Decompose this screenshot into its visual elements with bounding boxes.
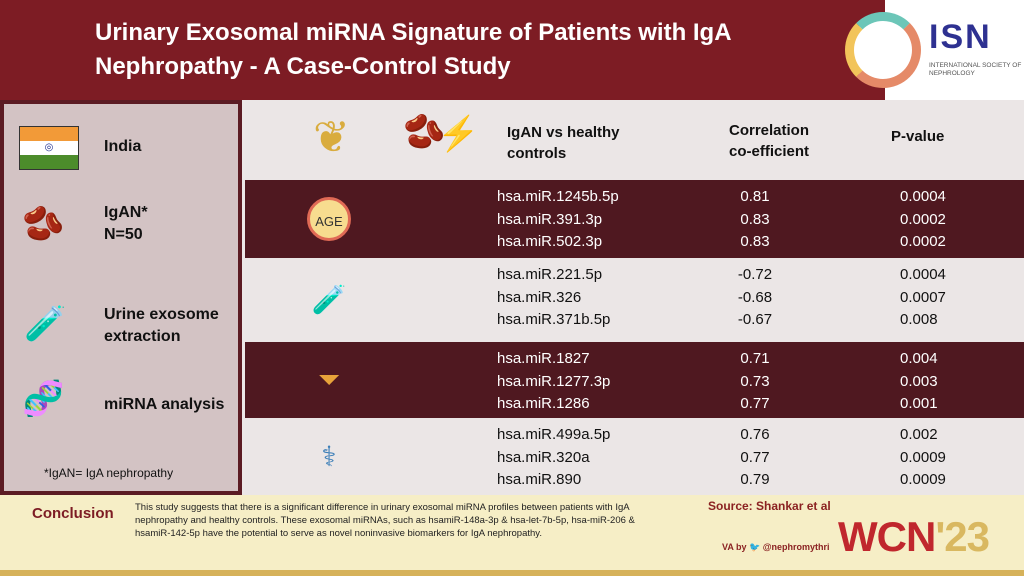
dialysis-icon: ⚕ [321, 440, 337, 472]
correlation-value: 0.73 [740, 372, 770, 390]
p-value: 0.004 [900, 350, 938, 367]
header-line: Correlation [729, 122, 810, 139]
correlation-value: 0.83 [740, 233, 770, 250]
p-value: 0.008 [900, 311, 938, 328]
correlation-value: 0.77 [740, 448, 770, 466]
study-summary-panel: ◎ India 🫘 IgAN* N=50 🧪 Urine exosome extra… [0, 100, 242, 495]
va-by-label: VA by [722, 542, 747, 552]
header-banner: Urinary Exosomal miRNA Signature of Pati… [0, 0, 1024, 100]
cohort-size: N=50 [104, 226, 143, 243]
mirna-name: hsa.miR.221.5p [497, 266, 603, 283]
correlation-value: 0.71 [740, 350, 770, 367]
footer: Conclusion This study suggests that ther… [0, 495, 1024, 576]
dna-icon: 🧬 [22, 380, 65, 418]
mirna-name: hsa.miR.1245b.5p [497, 188, 619, 205]
p-value: 0.0002 [900, 233, 946, 250]
header-line: IgAN vs healthy [507, 124, 620, 141]
isn-logo-text: ISN [929, 18, 992, 56]
mirna-name: hsa.miR.499a.5p [497, 426, 611, 443]
mirna-table: ❦ 🫘 ⚡ IgAN vs healthy controls Correlatio… [245, 100, 1024, 495]
urine-cup-icon: 🧪 [24, 305, 67, 343]
cohort-type: IgAN* [104, 204, 148, 221]
row-group: ⚕ hsa.miR.499a.5p 0.76 0.002 hsa.miR.320a 0.7… [245, 418, 1024, 495]
lightning-icon: ⚡ [437, 115, 480, 153]
row-group: AGE hsa.miR.1245b.5p 0.81 0.0004 hsa.miR.391… [245, 180, 1024, 258]
wcn23-logo: WCN'23 [838, 513, 990, 561]
p-value: 0.003 [900, 372, 938, 390]
ornament-icon: ❦ [313, 113, 350, 162]
step-exosome-extraction: Urine exosome extraction [104, 304, 219, 348]
mirna-name: hsa.miR.1277.3p [497, 372, 611, 390]
column-header-comparison: IgAN vs healthy controls [507, 122, 620, 164]
country-label: India [104, 138, 142, 155]
cohort-label: IgAN* N=50 [104, 202, 148, 246]
p-value: 0.0009 [900, 448, 946, 466]
table-header: ❦ 🫘 ⚡ IgAN vs healthy controls Correlatio… [245, 100, 1024, 180]
step-line: Urine exosome [104, 306, 219, 323]
kidney-icon: 🫘 [403, 113, 446, 151]
twitter-handle[interactable]: @nephromythri [762, 542, 830, 552]
conclusion-text: This study suggests that there is a sign… [135, 502, 635, 539]
correlation-value: 0.79 [740, 471, 770, 488]
correlation-value: 0.77 [740, 395, 770, 412]
mirna-name: hsa.miR.320a [497, 448, 590, 466]
column-header-pvalue: P-value [891, 128, 945, 145]
source-citation: Source: Shankar et al [708, 499, 831, 513]
row-group: 🧪 hsa.miR.221.5p -0.72 0.0004 hsa.miR.326 -0.… [245, 258, 1024, 342]
correlation-value: -0.68 [737, 288, 773, 306]
mirna-name: hsa.miR.371b.5p [497, 311, 611, 328]
mirna-name: hsa.miR.326 [497, 288, 582, 306]
p-value: 0.0004 [900, 188, 946, 205]
step-mirna-analysis: miRNA analysis [104, 396, 225, 413]
filter-icon: ⏷ [317, 364, 341, 395]
mirna-name: hsa.miR.890 [497, 471, 582, 488]
urine-test-icon: 🧪 [311, 284, 347, 315]
kidney-icon: 🫘 [22, 205, 65, 243]
p-value: 0.001 [900, 395, 938, 412]
row-group: ⏷ hsa.miR.1827 0.71 0.004 hsa.miR.1277.3p 0.7… [245, 342, 1024, 418]
mirna-name: hsa.miR.1827 [497, 350, 590, 367]
correlation-value: -0.67 [737, 311, 773, 328]
mirna-name: hsa.miR.502.3p [497, 233, 603, 250]
conclusion-label: Conclusion [32, 505, 114, 522]
p-value: 0.0007 [900, 288, 946, 306]
correlation-value: 0.76 [740, 426, 770, 443]
page-title: Urinary Exosomal miRNA Signature of Pati… [95, 19, 731, 80]
credit: VA by 🐦 @nephromythri [722, 542, 830, 553]
p-value: 0.0002 [900, 210, 946, 228]
footnote: *IgAN= IgA nephropathy [44, 466, 174, 480]
wcn-text: WCN [838, 513, 936, 560]
mirna-name: hsa.miR.1286 [497, 395, 590, 412]
india-flag-icon: ◎ [19, 126, 79, 170]
twitter-icon: 🐦 [749, 542, 761, 552]
correlation-value: 0.81 [740, 188, 770, 205]
p-value: 0.0004 [900, 266, 946, 283]
correlation-value: -0.72 [737, 266, 773, 283]
isn-logo-ring-icon [845, 12, 921, 88]
mirna-name: hsa.miR.391.3p [497, 210, 603, 228]
isn-logo-subtitle: INTERNATIONAL SOCIETY OF NEPHROLOGY [929, 62, 1022, 77]
header-line: controls [507, 145, 567, 162]
step-line: extraction [104, 328, 181, 345]
age-icon: AGE [307, 197, 351, 241]
isn-logo: ISN INTERNATIONAL SOCIETY OF NEPHROLOGY [845, 0, 1024, 100]
p-value: 0.0009 [900, 471, 946, 488]
correlation-value: 0.83 [740, 210, 770, 228]
column-header-correlation: Correlation co-efficient [729, 120, 809, 162]
p-value: 0.002 [900, 426, 938, 443]
wcn-year: '23 [935, 513, 990, 560]
header-line: co-efficient [729, 143, 810, 160]
